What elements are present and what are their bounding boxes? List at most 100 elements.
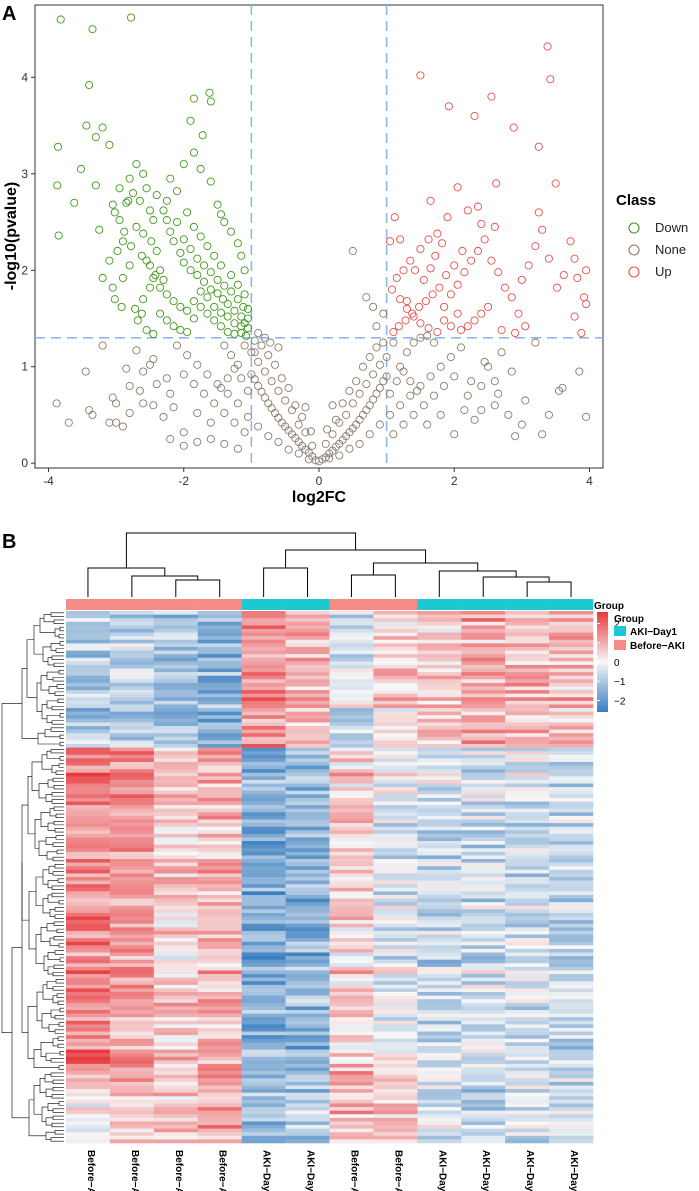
row-dendrogram-link xyxy=(55,648,64,653)
heatmap-cell xyxy=(461,1078,506,1083)
heatmap-cell xyxy=(66,909,111,914)
point-down xyxy=(91,181,100,190)
heatmap-cell xyxy=(197,628,242,633)
point-down xyxy=(213,275,222,284)
heatmap-cell xyxy=(373,1128,418,1133)
heatmap-cell xyxy=(285,628,330,633)
heatmap-cell xyxy=(153,938,199,943)
point-down xyxy=(98,123,107,132)
heatmap-cell xyxy=(505,761,550,766)
heatmap-cell xyxy=(329,700,374,705)
row-dendrogram-link xyxy=(40,1042,53,1058)
heatmap-cell xyxy=(461,1031,506,1036)
point-none xyxy=(179,441,188,450)
heatmap-cell xyxy=(461,747,506,752)
row-dendrogram-link xyxy=(27,1006,37,1059)
heatmap-cell xyxy=(109,718,155,723)
heatmap-cell xyxy=(109,1063,155,1068)
row-dendrogram-link xyxy=(54,828,64,833)
heatmap-cell xyxy=(153,718,199,723)
heatmap-cell xyxy=(505,794,550,799)
point-none xyxy=(504,410,513,419)
heatmap-cell xyxy=(66,769,111,774)
heatmap-cell xyxy=(505,887,550,892)
point-none xyxy=(341,410,351,419)
sample-label: AKI−Day1_6 xyxy=(524,1150,535,1191)
heatmap-cell xyxy=(461,690,506,694)
heatmap-cell xyxy=(66,877,111,881)
point-none xyxy=(81,367,90,376)
heatmap-cell xyxy=(329,887,374,892)
heatmap-cell xyxy=(373,855,418,860)
point-none xyxy=(328,430,337,439)
heatmap-cell xyxy=(66,700,111,705)
row-dendrogram-link xyxy=(57,698,64,703)
heatmap-cell xyxy=(153,1049,199,1054)
heatmap-cell xyxy=(329,686,374,691)
row-dendrogram-link xyxy=(57,1000,64,1005)
heatmap-cell xyxy=(109,823,155,827)
row-dendrogram-link xyxy=(21,804,29,921)
heatmap-cell xyxy=(153,672,199,677)
point-down xyxy=(139,169,148,178)
dendrogram-link xyxy=(350,574,396,597)
point-none xyxy=(118,422,127,431)
heatmap-cell xyxy=(241,837,286,842)
heatmap-cell xyxy=(285,1096,330,1101)
heatmap-cell xyxy=(329,740,374,745)
heatmap-cell xyxy=(66,819,111,824)
heatmap-cell xyxy=(329,621,374,626)
heatmap-cell xyxy=(285,718,330,723)
row-dendrogram-link xyxy=(27,776,35,835)
heatmap-cell xyxy=(417,765,462,770)
heatmap-cell xyxy=(417,855,462,860)
heatmap-cell xyxy=(417,952,462,957)
heatmap-cell xyxy=(461,884,506,889)
point-none xyxy=(396,401,405,410)
point-down xyxy=(166,174,175,183)
heatmap-cell xyxy=(66,984,111,989)
heatmap-cell xyxy=(197,636,242,641)
heatmap-cell xyxy=(329,945,374,950)
heatmap-cell xyxy=(285,977,330,982)
point-none xyxy=(193,360,202,369)
heatmap-cell xyxy=(461,826,506,831)
heatmap-cell xyxy=(417,636,462,641)
heatmap-cell xyxy=(417,880,462,885)
heatmap-cell xyxy=(461,700,506,705)
heatmap-cell xyxy=(241,812,286,817)
heatmap-cell xyxy=(153,916,199,921)
point-none xyxy=(179,428,188,437)
heatmap-cell xyxy=(285,902,330,907)
heatmap-cell xyxy=(329,974,374,978)
heatmap-cell xyxy=(285,1027,330,1032)
point-down xyxy=(240,266,249,275)
heatmap-cell xyxy=(549,841,594,845)
heatmap-cell xyxy=(417,722,462,727)
heatmap-cell xyxy=(285,877,330,881)
heatmap-cell xyxy=(153,1071,199,1076)
point-up xyxy=(552,283,562,292)
heatmap-cell xyxy=(197,848,242,853)
point-none xyxy=(284,383,293,392)
point-up xyxy=(497,326,506,335)
heatmap-cell xyxy=(461,1135,506,1140)
point-down xyxy=(243,314,253,323)
heatmap-cell xyxy=(285,700,330,705)
heatmap-cell xyxy=(329,880,374,885)
heatmap-cell xyxy=(329,934,374,939)
point-down xyxy=(198,131,207,140)
heatmap-cell xyxy=(329,1063,374,1068)
heatmap-cell xyxy=(329,830,374,835)
heatmap-cell xyxy=(285,927,330,932)
row-dendrogram-link xyxy=(58,1022,64,1027)
heatmap-cell xyxy=(109,1089,155,1093)
heatmap-cell xyxy=(197,941,242,946)
heatmap-cell xyxy=(373,625,418,630)
heatmap-cell xyxy=(66,779,111,784)
heatmap-cell xyxy=(241,628,286,633)
point-none xyxy=(355,389,364,398)
point-up xyxy=(433,327,442,337)
heatmap-cell xyxy=(285,844,330,849)
heatmap-cell xyxy=(549,1132,594,1137)
